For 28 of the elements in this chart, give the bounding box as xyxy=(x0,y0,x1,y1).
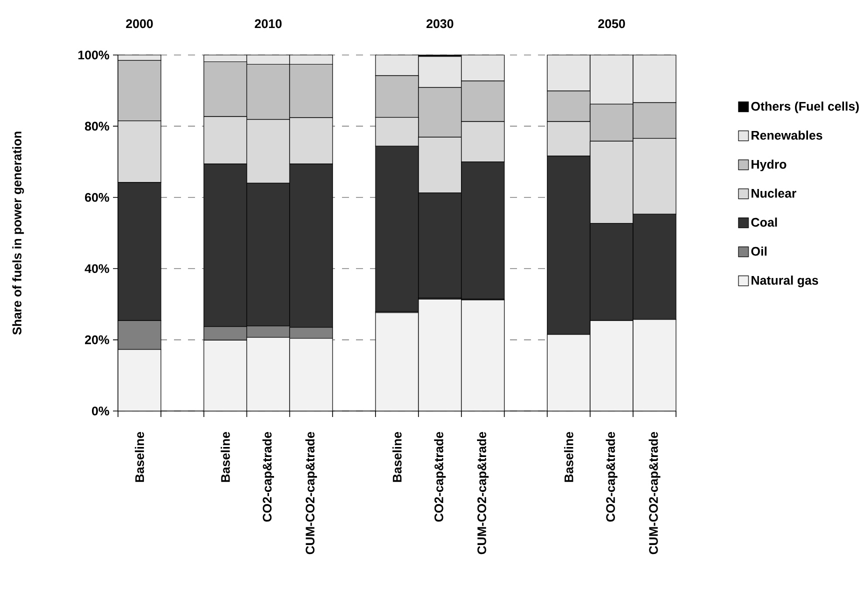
y-axis-title: Share of fuels in power generation xyxy=(12,132,24,335)
x-tick-label: CO2-cap&trade xyxy=(262,432,274,522)
legend-label: Oil xyxy=(751,246,766,256)
text: 2030 xyxy=(426,19,454,28)
y-tick-label: 100% xyxy=(78,50,110,60)
x-tick-label: Baseline xyxy=(564,432,574,482)
y-tick-label: 60% xyxy=(85,192,110,202)
legend-label: Hydro xyxy=(752,160,786,172)
x-tick-label: Baseline xyxy=(392,432,402,482)
legend-label: Coal xyxy=(751,218,777,227)
legend-label: Others (Fuel cells) xyxy=(751,102,859,114)
text: 2000 xyxy=(126,19,153,28)
legend-label: Nuclear xyxy=(752,188,796,198)
x-tick-label: CUM-CO2-cap&trade xyxy=(305,432,317,554)
x-tick-label: CO2-cap&trade xyxy=(434,432,446,522)
y-tick-label: 80% xyxy=(84,122,110,131)
x-tick-label: CO2-cap&trade xyxy=(606,432,618,522)
y-tick-label: 0% xyxy=(92,406,110,416)
text: 2050 xyxy=(598,19,625,28)
legend-label: Natural gas xyxy=(752,276,818,288)
x-tick-label: CUM-CO2-cap&trade xyxy=(477,432,489,554)
y-tick-label: 20% xyxy=(84,335,110,344)
x-tick-label: Baseline xyxy=(134,432,144,482)
x-tick-label: Baseline xyxy=(220,432,230,482)
y-tick-label: 40% xyxy=(84,264,110,274)
legend-label: Renewables xyxy=(752,130,822,140)
text: 2010 xyxy=(254,19,282,28)
x-tick-label: CUM-CO2-cap&trade xyxy=(648,432,660,554)
